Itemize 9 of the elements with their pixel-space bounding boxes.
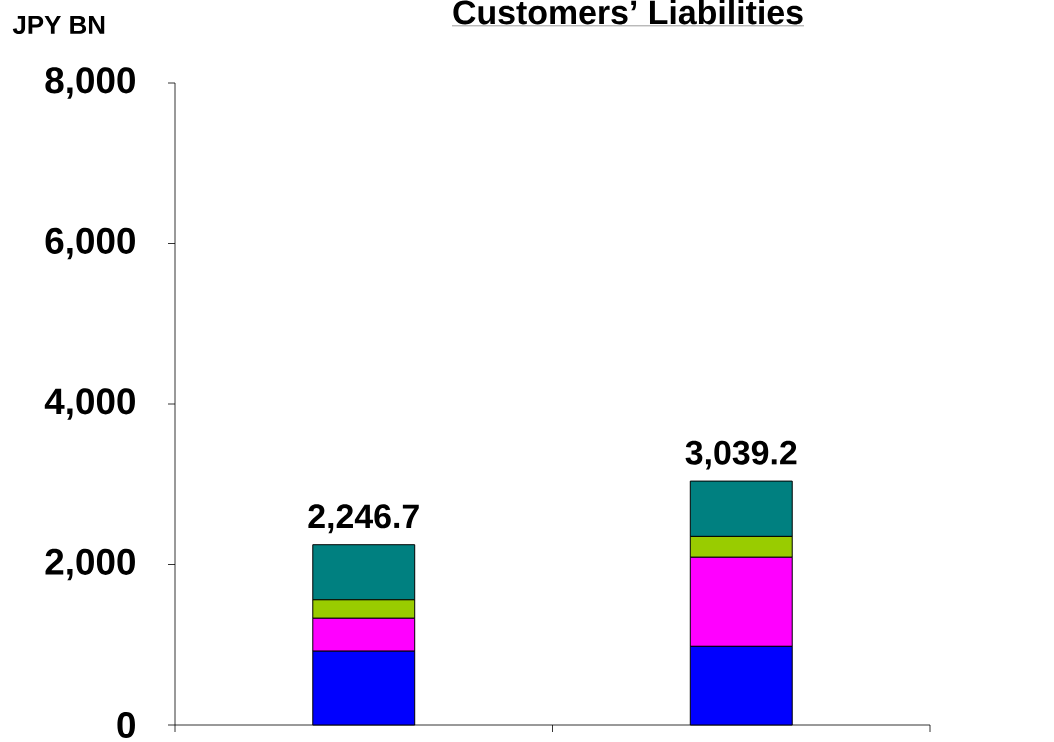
y-axis-title: JPY BN — [12, 15, 105, 34]
y-tick-label: 2,000 — [45, 548, 135, 581]
total-label: 2,246.7 — [308, 504, 419, 534]
y-tick-label: 4,000 — [44, 388, 135, 420]
chart-title: Customers’ Liabilities — [453, 0, 803, 25]
y-tick-label: 8,000 — [45, 67, 135, 99]
y-tick-label: 0 — [117, 711, 135, 739]
y-tick-label: 6,000 — [45, 227, 135, 260]
total-label: 3,039.2 — [685, 440, 797, 470]
